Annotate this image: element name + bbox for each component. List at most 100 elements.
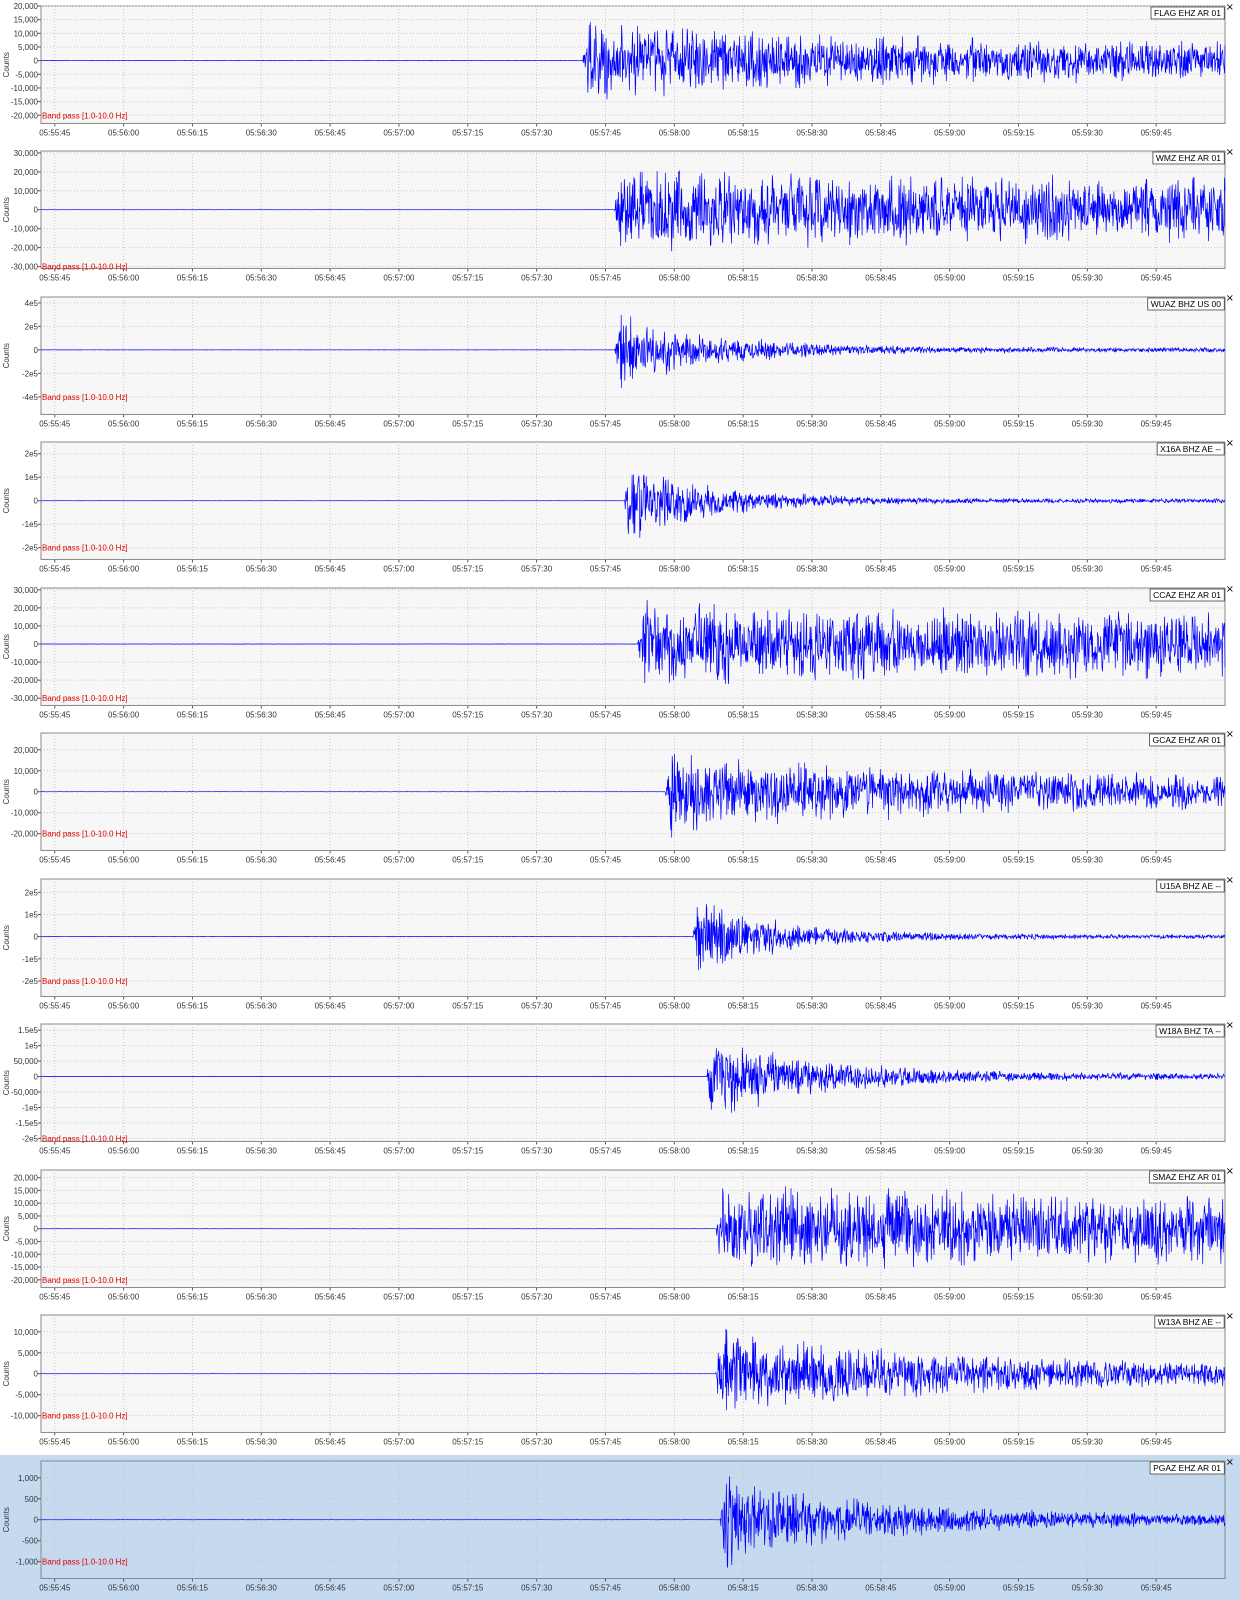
x-tick-label: 05:58:45: [865, 419, 897, 428]
close-panel-icon[interactable]: ×: [1226, 438, 1234, 449]
x-tick-label: 05:56:30: [246, 1147, 278, 1156]
close-panel-icon[interactable]: ×: [1226, 1311, 1234, 1322]
x-tick-label: 05:57:45: [590, 419, 622, 428]
y-tick-label: -20,000: [11, 111, 39, 120]
x-tick-label: 05:57:30: [521, 710, 553, 719]
y-tick-label: 20,000: [14, 2, 39, 11]
x-tick-label: 05:59:00: [934, 274, 966, 283]
trace-panel[interactable]: 05:55:45 05:56:00 05:56:15 05:56:30 05:56:45…: [0, 872, 1240, 1019]
trace-panel[interactable]: 05:55:45 05:56:00 05:56:15 05:56:30 05:56:45…: [0, 727, 1240, 873]
x-tick-label: 05:56:30: [246, 274, 278, 283]
x-tick-label: 05:57:45: [590, 274, 622, 283]
trace-panel[interactable]: 05:55:45 05:56:00 05:56:15 05:56:30 05:56:45…: [0, 1163, 1240, 1310]
x-tick-label: 05:58:45: [865, 1438, 897, 1447]
x-tick-label: 05:57:00: [383, 856, 415, 865]
x-tick-label: 05:59:45: [1141, 1583, 1173, 1592]
x-tick-label: 05:57:30: [521, 1292, 553, 1301]
close-panel-icon[interactable]: ×: [1226, 293, 1234, 304]
x-tick-label: 05:55:45: [39, 1147, 71, 1156]
x-tick-label: 05:59:00: [934, 856, 966, 865]
x-tick-label: 05:59:15: [1003, 710, 1035, 719]
x-tick-label: 05:56:45: [315, 274, 347, 283]
x-tick-label: 05:59:15: [1003, 1292, 1035, 1301]
station-label: GCAZ EHZ AR 01: [1153, 735, 1222, 745]
x-tick-label: 05:56:30: [246, 419, 278, 428]
x-tick-label: 05:56:45: [315, 710, 347, 719]
trace-panel[interactable]: 05:55:45 05:56:00 05:56:15 05:56:30 05:56:45…: [0, 1454, 1240, 1600]
x-tick-label: 05:57:30: [521, 274, 553, 283]
y-tick-label: -15,000: [11, 1263, 39, 1272]
x-tick-label: 05:59:15: [1003, 274, 1035, 283]
trace-panel[interactable]: 05:55:45 05:56:00 05:56:15 05:56:30 05:56:45…: [0, 1309, 1240, 1455]
station-label: W13A BHZ AE --: [1158, 1317, 1221, 1327]
y-tick-label: 1,000: [18, 1473, 39, 1482]
close-panel-icon[interactable]: ×: [1226, 2, 1234, 13]
y-tick-label: 0: [34, 497, 39, 506]
close-panel-icon[interactable]: ×: [1226, 1166, 1234, 1177]
x-tick-label: 05:56:00: [108, 1292, 140, 1301]
y-tick-label: 10,000: [14, 29, 39, 38]
x-tick-label: 05:58:15: [728, 710, 760, 719]
trace-panel[interactable]: 05:55:45 05:56:00 05:56:15 05:56:30 05:56:45…: [0, 436, 1240, 582]
x-tick-label: 05:58:00: [659, 128, 691, 137]
x-tick-label: 05:59:45: [1141, 128, 1173, 137]
x-tick-label: 05:59:45: [1141, 1438, 1173, 1447]
close-panel-icon[interactable]: ×: [1226, 147, 1234, 158]
x-tick-label: 05:59:30: [1072, 565, 1104, 574]
x-tick-label: 05:58:45: [865, 1147, 897, 1156]
y-tick-label: -2e5: [22, 977, 39, 986]
station-label: X16A BHZ AE --: [1160, 444, 1221, 454]
y-tick-label: 0: [34, 1515, 39, 1524]
trace-panel[interactable]: 05:55:45 05:56:00 05:56:15 05:56:30 05:56:45…: [0, 1018, 1240, 1164]
close-panel-icon[interactable]: ×: [1226, 875, 1234, 886]
y-tick-label: 0: [34, 640, 39, 649]
trace-panel[interactable]: 05:55:45 05:56:00 05:56:15 05:56:30 05:56:45…: [0, 290, 1240, 437]
x-tick-label: 05:57:15: [452, 274, 484, 283]
x-tick-label: 05:59:30: [1072, 1001, 1104, 1010]
x-tick-label: 05:58:00: [659, 1583, 691, 1592]
x-tick-label: 05:57:00: [383, 1292, 415, 1301]
trace-chart: 05:55:45 05:56:00 05:56:15 05:56:30 05:56:45…: [0, 581, 1240, 728]
station-label: CCAZ EHZ AR 01: [1153, 590, 1221, 600]
trace-panel[interactable]: 05:55:45 05:56:00 05:56:15 05:56:30 05:56:45…: [0, 145, 1240, 291]
close-panel-icon[interactable]: ×: [1226, 584, 1234, 595]
trace-panel[interactable]: 05:55:45 05:56:00 05:56:15 05:56:30 05:56:45…: [0, 581, 1240, 728]
station-label: U15A BHZ AE --: [1160, 881, 1221, 891]
y-tick-label: -10,000: [11, 84, 39, 93]
trace-chart: 05:55:45 05:56:00 05:56:15 05:56:30 05:56:45…: [0, 1454, 1240, 1600]
x-tick-label: 05:57:00: [383, 1438, 415, 1447]
trace-panel[interactable]: 05:55:45 05:56:00 05:56:15 05:56:30 05:56:45…: [0, 0, 1240, 146]
x-tick-label: 05:59:30: [1072, 856, 1104, 865]
x-tick-label: 05:57:30: [521, 1147, 553, 1156]
y-axis-label: Counts: [2, 488, 11, 513]
x-tick-label: 05:58:00: [659, 710, 691, 719]
waveform-series: [40, 170, 1226, 252]
close-panel-icon[interactable]: ×: [1226, 729, 1234, 740]
y-tick-label: 10,000: [14, 187, 39, 196]
x-tick-label: 05:58:15: [728, 1438, 760, 1447]
close-panel-icon[interactable]: ×: [1226, 1020, 1234, 1031]
x-tick-label: 05:59:00: [934, 1583, 966, 1592]
x-tick-label: 05:55:45: [39, 856, 71, 865]
x-tick-label: 05:56:45: [315, 1438, 347, 1447]
x-tick-label: 05:59:45: [1141, 565, 1173, 574]
x-tick-label: 05:57:45: [590, 1583, 622, 1592]
x-tick-label: 05:58:15: [728, 419, 760, 428]
x-tick-label: 05:57:30: [521, 1438, 553, 1447]
y-axis-label: Counts: [2, 198, 11, 223]
x-tick-label: 05:58:30: [796, 710, 828, 719]
x-tick-label: 05:58:45: [865, 1292, 897, 1301]
station-label: PGAZ EHZ AR 01: [1153, 1463, 1221, 1473]
station-label-box: [1150, 6, 1225, 20]
x-tick-label: 05:59:45: [1141, 710, 1173, 719]
x-tick-label: 05:55:45: [39, 565, 71, 574]
x-tick-label: 05:57:45: [590, 1147, 622, 1156]
station-label-box: [1152, 152, 1225, 165]
x-tick-label: 05:57:30: [521, 1583, 553, 1592]
y-tick-label: 20,000: [14, 604, 39, 613]
x-tick-label: 05:57:00: [383, 419, 415, 428]
close-panel-icon[interactable]: ×: [1226, 1457, 1234, 1468]
y-tick-label: 30,000: [14, 149, 39, 158]
trace-chart: 05:55:45 05:56:00 05:56:15 05:56:30 05:56:45…: [0, 1309, 1240, 1455]
